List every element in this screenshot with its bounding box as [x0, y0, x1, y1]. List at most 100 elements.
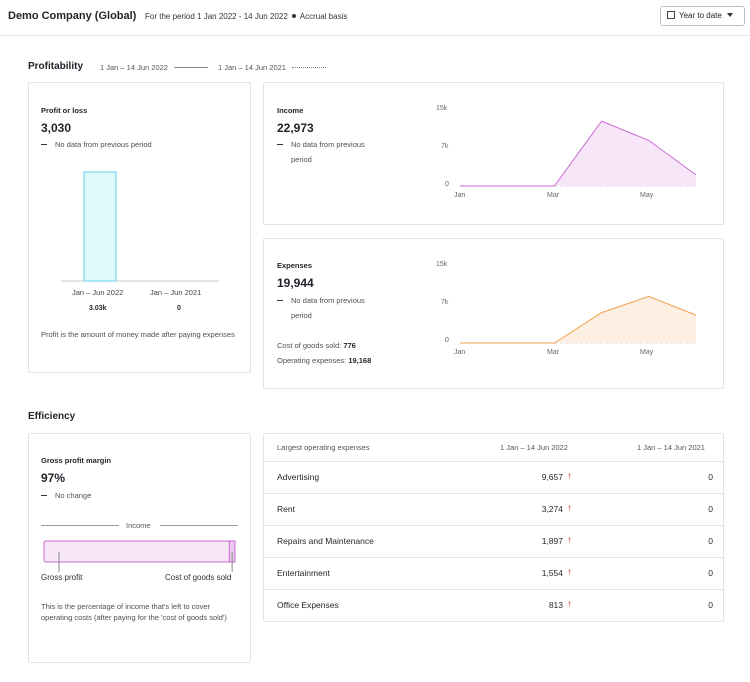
expenses-note-line1: No data from previous: [291, 296, 365, 305]
table-row[interactable]: Advertising 9,657 ↑ 0: [264, 461, 725, 493]
income-y-tick-0: 0: [445, 181, 449, 188]
profit-note-text: No data from previous period: [55, 140, 152, 149]
income-card[interactable]: Income 22,973 No data from previous peri…: [263, 82, 724, 225]
expenses-label: Expenses: [277, 261, 313, 270]
row-previous-value: 0: [708, 504, 713, 514]
table-header-name: Largest operating expenses: [277, 443, 370, 452]
income-rule-right: [160, 525, 238, 526]
expenses-y-tick-0: 0: [445, 337, 449, 344]
profit-label: Profit or loss: [41, 106, 88, 115]
expenses-x-tick-may: May: [640, 349, 654, 356]
table-header-current: 1 Jan – 14 Jun 2022: [500, 443, 568, 452]
row-name: Entertainment: [277, 568, 330, 578]
opex-row: Operating expenses: 19,168: [277, 354, 371, 368]
calendar-icon: [667, 11, 675, 19]
row-previous-value: 0: [708, 568, 713, 578]
row-current-value: 9,657: [541, 472, 563, 482]
expenses-area-fill: [460, 296, 696, 343]
opex-label: Operating expenses:: [277, 356, 347, 365]
basis-text: Accrual basis: [299, 12, 348, 21]
gpm-note-text: No change: [55, 491, 92, 500]
cogs-label: Cost of goods sold:: [277, 341, 342, 350]
row-current-value: 3,274: [541, 504, 563, 514]
company-name: Demo Company (Global): [8, 10, 137, 22]
income-value: 22,973: [277, 121, 314, 135]
table-row[interactable]: Rent 3,274 ↑ 0: [264, 493, 725, 525]
opex-value: 19,168: [348, 356, 372, 365]
arrow-up-icon: ↑: [567, 471, 572, 482]
profit-bar-value-2021: 0: [177, 305, 181, 312]
profit-bar-chart: [61, 171, 219, 282]
period-info: For the period 1 Jan 2022 - 14 Jun 2022 A…: [145, 12, 347, 21]
date-range-button[interactable]: Year to date: [660, 6, 745, 26]
table-header-previous: 1 Jan – 14 Jun 2021: [637, 443, 705, 452]
row-current-value: 813: [548, 600, 563, 610]
gpm-income-label: Income: [126, 521, 151, 530]
cogs-row: Cost of goods sold: 776: [277, 339, 356, 353]
income-y-tick-7k: 7k: [441, 143, 449, 150]
legend-solid-line: [173, 67, 208, 68]
profit-bar-2022: [83, 171, 117, 282]
expenses-area-chart: [460, 295, 697, 344]
row-previous-value: 0: [708, 472, 713, 482]
period-text: For the period 1 Jan 2022 - 14 Jun 2022: [145, 12, 288, 21]
gpm-income-bar: [43, 540, 236, 563]
income-note-line2: period: [291, 155, 312, 164]
income-note: No data from previous: [277, 138, 365, 152]
table-row[interactable]: Entertainment 1,554 ↑ 0: [264, 557, 725, 589]
row-current-value: 1,897: [541, 536, 563, 546]
efficiency-title: Efficiency: [28, 411, 76, 422]
income-x-tick-jan: Jan: [454, 192, 466, 199]
gross-profit-label: Gross profit: [41, 573, 83, 582]
gpm-description: This is the percentage of income that's …: [41, 602, 227, 622]
row-name: Advertising: [277, 472, 320, 482]
row-name: Repairs and Maintenance: [277, 536, 374, 546]
expenses-y-tick-7k: 7k: [441, 299, 449, 306]
dash-icon: [41, 495, 47, 496]
arrow-up-icon: ↑: [567, 599, 572, 610]
arrow-up-icon: ↑: [567, 567, 572, 578]
expenses-note-line2: period: [291, 311, 312, 320]
row-current-value: 1,554: [541, 568, 563, 578]
table-row[interactable]: Office Expenses 813 ↑ 0: [264, 589, 725, 621]
legend-dotted-line: [291, 67, 326, 68]
profit-loss-card[interactable]: Profit or loss 3,030 No data from previo…: [28, 82, 251, 373]
gpm-value: 97%: [41, 471, 66, 485]
dash-icon: [41, 144, 47, 145]
expenses-note: No data from previous: [277, 294, 365, 308]
income-rule-left: [41, 525, 119, 526]
income-label: Income: [277, 106, 304, 115]
arrow-up-icon: ↑: [567, 535, 572, 546]
gpm-bar: [43, 540, 236, 572]
income-area-chart: [460, 120, 697, 187]
income-series-line: [460, 120, 697, 187]
chevron-down-icon: [726, 13, 733, 17]
row-name: Office Expenses: [277, 600, 339, 610]
operating-expenses-table: Largest operating expenses 1 Jan – 14 Ju…: [263, 433, 725, 622]
gpm-label: Gross profit margin: [41, 456, 112, 465]
legend-current: 1 Jan – 14 Jun 2022: [100, 63, 168, 72]
date-range-label: Year to date: [679, 11, 722, 20]
profit-note: No data from previous period: [41, 138, 152, 152]
expenses-value: 19,944: [277, 276, 314, 290]
table-row[interactable]: Repairs and Maintenance 1,897 ↑ 0: [264, 525, 725, 557]
gpm-note: No change: [41, 489, 91, 503]
arrow-up-icon: ↑: [567, 503, 572, 514]
profit-bar-category-2021: Jan – Jun 2021: [150, 288, 202, 297]
dash-icon: [277, 300, 283, 301]
period-legend: 1 Jan – 14 Jun 2022 1 Jan – 14 Jun 2021: [100, 63, 326, 72]
legend-previous: 1 Jan – 14 Jun 2021: [217, 63, 286, 72]
gross-profit-margin-card[interactable]: Gross profit margin 97% No change Income…: [28, 433, 251, 663]
row-previous-value: 0: [708, 536, 713, 546]
cogs-value: 776: [343, 341, 356, 350]
profit-bar-category-2022: Jan – Jun 2022: [72, 288, 124, 297]
row-previous-value: 0: [708, 600, 713, 610]
expenses-card[interactable]: Expenses 19,944 No data from previous pe…: [263, 238, 724, 389]
separator-dot: [291, 14, 296, 18]
profitability-title: Profitability: [28, 61, 84, 72]
profit-bar-value-2022: 3.03k: [89, 305, 107, 312]
row-name: Rent: [277, 504, 295, 514]
expenses-y-tick-15k: 15k: [436, 261, 448, 268]
income-x-tick-may: May: [640, 192, 654, 199]
profit-value: 3,030: [41, 121, 72, 135]
